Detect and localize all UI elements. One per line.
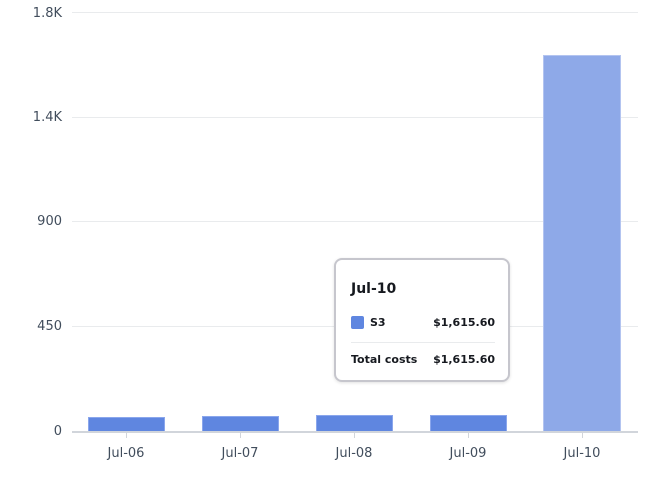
gridline bbox=[72, 12, 638, 13]
bar-jul-10[interactable] bbox=[543, 55, 621, 432]
x-axis-label: Jul-07 bbox=[221, 446, 259, 461]
bar-jul-09[interactable] bbox=[430, 415, 507, 432]
y-axis-label: 900 bbox=[37, 214, 62, 229]
x-tick bbox=[468, 433, 469, 438]
x-tick bbox=[582, 433, 583, 438]
gridline bbox=[72, 117, 638, 118]
tooltip-total-value: $1,615.60 bbox=[433, 353, 495, 366]
y-axis-label: 0 bbox=[53, 424, 62, 439]
x-tick bbox=[354, 433, 355, 438]
chart-tooltip: Jul-10 S3 $1,615.60 Total costs $1,615.6… bbox=[334, 258, 510, 382]
x-axis-line bbox=[72, 431, 638, 433]
y-axis-label: 450 bbox=[37, 319, 62, 334]
bar-jul-06[interactable] bbox=[88, 417, 165, 432]
gridline bbox=[72, 221, 638, 222]
x-tick bbox=[126, 433, 127, 438]
tooltip-total-row: Total costs $1,615.60 bbox=[351, 353, 495, 366]
y-axis-label: 1.8K bbox=[32, 6, 62, 21]
tooltip-series-name: S3 bbox=[370, 316, 386, 329]
series-swatch-icon bbox=[351, 316, 364, 329]
tooltip-series-value: $1,615.60 bbox=[433, 316, 495, 329]
x-axis-label: Jul-06 bbox=[107, 446, 145, 461]
tooltip-series-row: S3 $1,615.60 bbox=[351, 316, 495, 329]
x-axis-label: Jul-10 bbox=[563, 446, 601, 461]
x-axis-label: Jul-08 bbox=[335, 446, 373, 461]
y-axis-label: 1.4K bbox=[32, 110, 62, 125]
tooltip-divider bbox=[351, 342, 495, 343]
x-axis-label: Jul-09 bbox=[449, 446, 487, 461]
x-tick bbox=[240, 433, 241, 438]
tooltip-title: Jul-10 bbox=[351, 281, 397, 297]
bar-jul-07[interactable] bbox=[202, 416, 279, 432]
tooltip-total-label: Total costs bbox=[351, 353, 418, 366]
bar-jul-08[interactable] bbox=[316, 415, 393, 432]
